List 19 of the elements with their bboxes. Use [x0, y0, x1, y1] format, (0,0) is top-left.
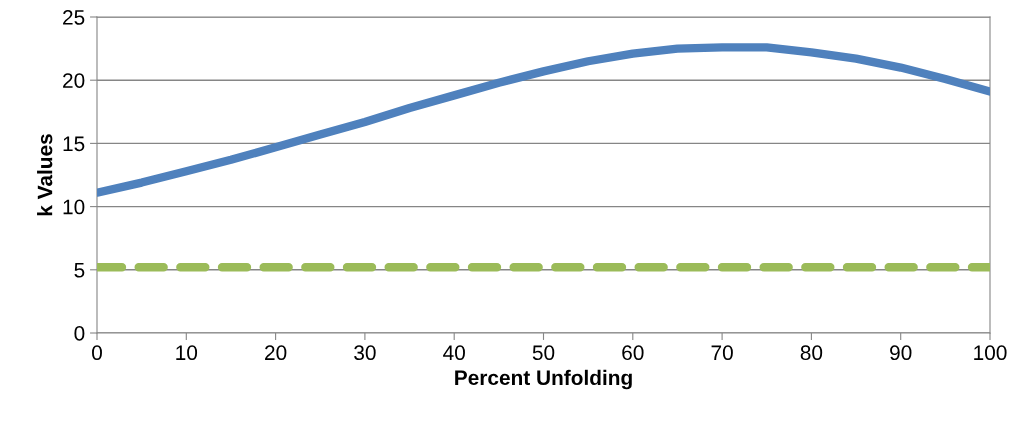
x-tick-label: 60: [622, 345, 644, 361]
x-tick-label: 0: [92, 345, 102, 361]
x-tick-label: 20: [265, 345, 287, 361]
x-tick-label: 40: [443, 345, 465, 361]
y-tick-label: 15: [63, 136, 85, 152]
x-tick-label: 90: [890, 345, 912, 361]
x-tick-label: 30: [354, 345, 376, 361]
x-axis-title: Percent Unfolding: [455, 369, 632, 390]
y-axis-title: k Values: [37, 134, 53, 216]
y-tick-label: 25: [63, 10, 85, 25]
y-tick-label: 0: [74, 326, 85, 341]
x-tick-label: 80: [800, 345, 823, 361]
x-tick-label: 70: [711, 345, 733, 361]
y-tick-label: 10: [63, 199, 85, 215]
x-tick-label: 10: [176, 345, 198, 361]
x-tick-label: 100: [974, 345, 1007, 361]
x-tick-label: 50: [532, 345, 555, 361]
y-tick-label: 20: [63, 73, 85, 88]
y-tick-label: 5: [74, 263, 85, 278]
